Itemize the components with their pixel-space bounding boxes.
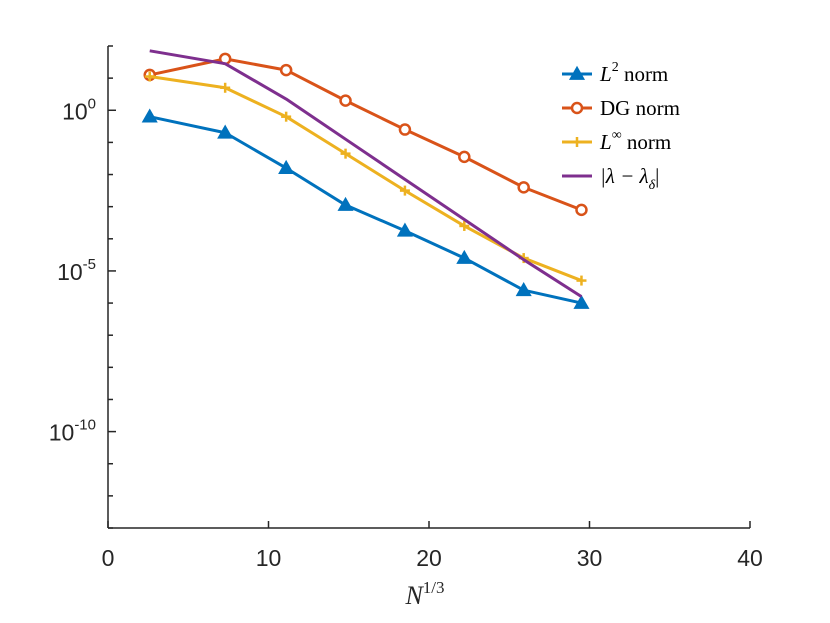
x-tick-label: 20 — [416, 545, 442, 571]
data-point — [517, 181, 530, 194]
series-line — [149, 75, 583, 282]
series-line — [149, 49, 583, 298]
data-point — [396, 222, 413, 237]
series-line — [149, 57, 583, 212]
series-2 — [144, 71, 587, 286]
data-point — [399, 185, 410, 196]
data-point — [141, 108, 158, 123]
legend: L2 norm DG norm L∞ norm |λ − λδ| — [562, 60, 680, 193]
legend-entry-2: L∞ norm — [562, 128, 671, 154]
y-tick-label: 100 — [62, 95, 96, 124]
y-tick-label: 10-5 — [57, 256, 96, 285]
data-point — [217, 124, 234, 139]
legend-swatch-marker — [570, 101, 584, 115]
data-point — [459, 220, 470, 231]
data-point — [456, 249, 473, 264]
legend-entry-0: L2 norm — [562, 60, 668, 86]
legend-label: |λ − λδ| — [600, 164, 659, 193]
series-0 — [141, 108, 590, 309]
series-1 — [143, 52, 588, 217]
data-point — [515, 282, 532, 297]
data-point — [575, 203, 588, 217]
data-point — [337, 196, 354, 211]
legend-swatch-marker — [572, 137, 582, 147]
legend-entry-1: DG norm — [562, 96, 680, 120]
data-point — [281, 111, 292, 122]
series-3 — [149, 49, 583, 298]
data-point — [144, 71, 155, 82]
data-point — [576, 275, 587, 286]
data-point — [339, 94, 352, 107]
data-point — [573, 294, 590, 309]
legend-entry-3: |λ − λδ| — [562, 164, 659, 193]
axes: N1/3 — [107, 46, 750, 610]
legend-label: L∞ norm — [599, 128, 671, 154]
series-line — [149, 115, 582, 305]
legend-swatch-marker — [568, 65, 586, 80]
legend-label: DG norm — [600, 96, 680, 120]
ticks: 0 10 20 30 40 100 10-5 10-10 — [49, 45, 763, 571]
y-tick-label: 10-10 — [49, 417, 96, 446]
legend-label: L2 norm — [599, 60, 668, 86]
x-tick-label: 40 — [737, 545, 763, 571]
data-point — [279, 63, 293, 77]
data-point — [220, 82, 231, 93]
x-axis-title: N1/3 — [404, 578, 444, 610]
data-point — [458, 150, 471, 164]
data-point — [278, 159, 295, 174]
x-tick-label: 30 — [577, 545, 603, 571]
data-point — [398, 123, 412, 136]
data-point — [340, 148, 351, 159]
data-series — [141, 49, 590, 309]
x-tick-label: 10 — [256, 545, 282, 571]
x-tick-label: 0 — [102, 545, 115, 571]
